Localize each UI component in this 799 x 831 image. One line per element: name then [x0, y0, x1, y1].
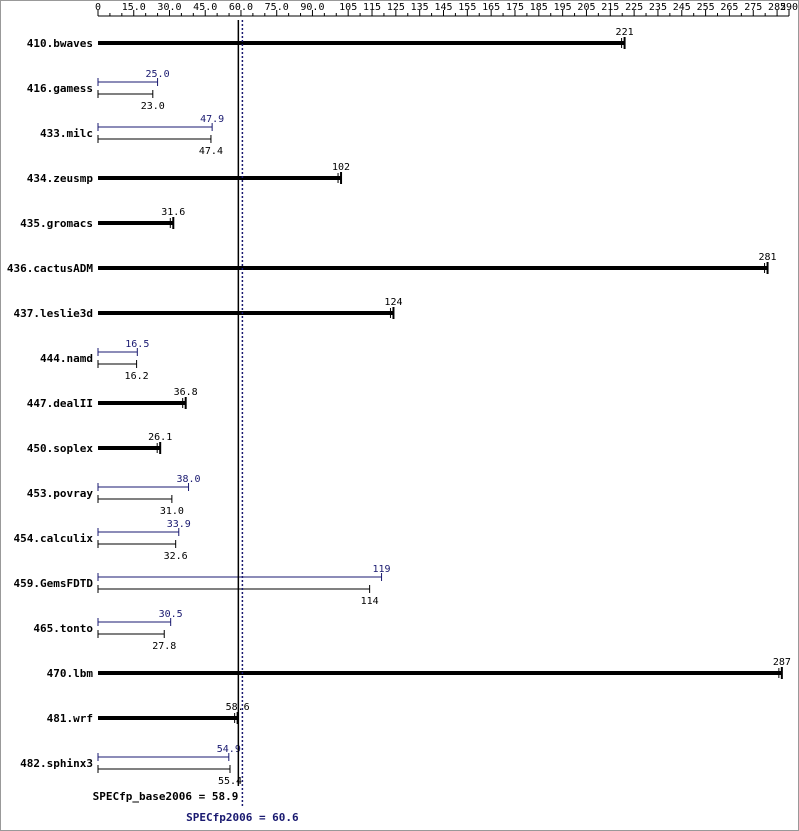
peak-value-label: 47.9: [200, 114, 224, 125]
base-value-label: 55.4: [218, 776, 242, 787]
base-value-label: 287: [773, 657, 791, 668]
x-tick-label: 45.0: [193, 2, 217, 13]
peak-value-label: 33.9: [167, 519, 191, 530]
x-tick-label: 0: [95, 2, 101, 13]
benchmark-row: 436.cactusADM 281: [7, 252, 777, 275]
base-value-label: 27.8: [152, 641, 176, 652]
base-value-label: 114: [361, 596, 379, 607]
x-tick-label: 90.0: [300, 2, 324, 13]
base-value-label: 102: [332, 162, 350, 173]
benchmark-row: 459.GemsFDTD 119 114: [14, 564, 391, 607]
x-tick-label: 290: [780, 2, 798, 13]
benchmark-row: 447.dealII 36.8: [27, 387, 198, 410]
peak-value-label: 54.9: [217, 744, 241, 755]
base-value-label: 32.6: [164, 551, 188, 562]
x-tick-label: 125: [387, 2, 405, 13]
benchmark-label: 465.tonto: [33, 622, 93, 635]
base-value-label: 26.1: [148, 432, 172, 443]
benchmark-row: 433.milc 47.9 47.4: [40, 114, 224, 157]
benchmark-label: 434.zeusmp: [27, 172, 94, 185]
x-tick-label: 285: [768, 2, 786, 13]
benchmark-row: 435.gromacs 31.6: [20, 207, 185, 230]
x-tick-label: 175: [506, 2, 524, 13]
benchmark-label: 459.GemsFDTD: [14, 577, 94, 590]
benchmark-label: 482.sphinx3: [20, 757, 93, 770]
benchmark-row: 437.leslie3d 124: [14, 297, 403, 320]
base-value-label: 221: [616, 27, 634, 38]
benchmark-row: 410.bwaves 221: [27, 27, 634, 50]
benchmark-label: 454.calculix: [14, 532, 94, 545]
x-tick-label: 75.0: [265, 2, 289, 13]
x-tick-label: 185: [530, 2, 548, 13]
x-tick-label: 235: [649, 2, 667, 13]
benchmark-label: 437.leslie3d: [14, 307, 93, 320]
benchmark-row: 434.zeusmp 102: [27, 162, 350, 185]
base-value-label: 16.2: [125, 371, 149, 382]
x-axis: 0 15.0 30.0 45.0 60.0 75.0 90.0 105 115 125 135 145…: [95, 2, 798, 17]
peak-value-label: 38.0: [176, 474, 200, 485]
benchmark-label: 435.gromacs: [20, 217, 93, 230]
x-tick-label: 155: [458, 2, 476, 13]
base-value-label: 281: [759, 252, 777, 263]
benchmark-row: 454.calculix 33.9 32.6: [14, 519, 191, 562]
x-tick-label: 145: [434, 2, 452, 13]
x-tick-label: 195: [554, 2, 572, 13]
benchmark-label: 453.povray: [27, 487, 94, 500]
benchmark-row: 482.sphinx3 54.9 55.4: [20, 744, 242, 787]
benchmark-row: 450.soplex 26.1: [27, 432, 172, 455]
x-tick-label: 215: [601, 2, 619, 13]
benchmark-row: 465.tonto 30.5 27.8: [33, 609, 182, 652]
benchmark-row: 470.lbm 287: [47, 657, 791, 680]
peak-value-label: 119: [373, 564, 391, 575]
benchmark-label: 481.wrf: [47, 712, 93, 725]
x-tick-label: 15.0: [122, 2, 146, 13]
x-tick-label: 60.0: [229, 2, 253, 13]
means-group: SPECfp_base2006 = 58.9 SPECfp2006 = 60.6: [93, 20, 299, 824]
x-tick-label: 30.0: [157, 2, 181, 13]
base-value-label: 31.0: [160, 506, 184, 517]
benchmark-label: 416.gamess: [27, 82, 93, 95]
benchmark-label: 444.namd: [40, 352, 93, 365]
x-tick-label: 255: [697, 2, 715, 13]
x-tick-label: 135: [411, 2, 429, 13]
benchmark-row: 416.gamess 25.0 23.0: [27, 69, 170, 112]
base-value-label: 36.8: [174, 387, 198, 398]
x-tick-label: 115: [363, 2, 381, 13]
x-tick-label: 275: [744, 2, 762, 13]
x-tick-label: 205: [577, 2, 595, 13]
benchmark-row: 453.povray 38.0 31.0: [27, 474, 201, 517]
benchmark-row: 444.namd 16.5 16.2: [40, 339, 149, 382]
benchmark-label: 470.lbm: [47, 667, 94, 680]
benchmark-label: 410.bwaves: [27, 37, 93, 50]
base-value-label: 23.0: [141, 101, 165, 112]
x-tick-label: 165: [482, 2, 500, 13]
benchmark-label: 433.milc: [40, 127, 93, 140]
peak-value-label: 30.5: [159, 609, 183, 620]
base-value-label: 47.4: [199, 146, 223, 157]
peak-value-label: 16.5: [125, 339, 149, 350]
base-value-label: 124: [384, 297, 402, 308]
benchmark-label: 447.dealII: [27, 397, 93, 410]
peak-value-label: 25.0: [146, 69, 170, 80]
benchmark-label: 450.soplex: [27, 442, 94, 455]
x-tick-label: 245: [673, 2, 691, 13]
base-mean-label: SPECfp_base2006 = 58.9: [93, 790, 239, 803]
benchmark-label: 436.cactusADM: [7, 262, 93, 275]
bars-group: 410.bwaves221416.gamess25.023.0433.milc4…: [7, 27, 791, 787]
x-tick-label: 265: [720, 2, 738, 13]
base-value-label: 31.6: [161, 207, 185, 218]
peak-mean-label: SPECfp2006 = 60.6: [186, 811, 299, 824]
x-tick-label: 105: [339, 2, 357, 13]
x-tick-label: 225: [625, 2, 643, 13]
